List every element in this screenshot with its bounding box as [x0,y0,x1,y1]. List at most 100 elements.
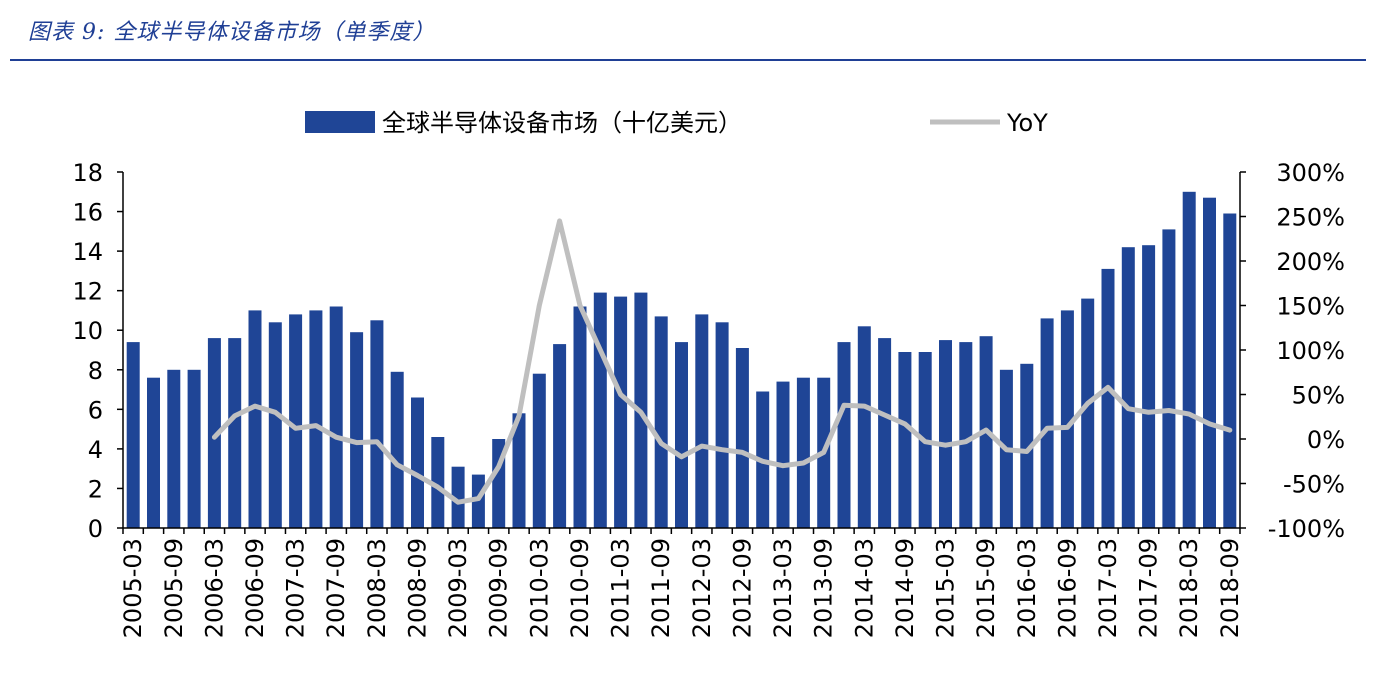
bar-2008-06 [390,371,404,528]
bar-2013-03 [776,381,790,528]
x-tick-label: 2010-09 [566,538,594,638]
bar-2006-03 [207,338,221,528]
title-divider [10,59,1366,61]
right-tick-label: 300% [1276,159,1345,187]
bar-2011-09 [654,316,668,528]
bar-2017-03 [1101,268,1115,528]
bar-2010-03 [532,373,546,528]
x-tick-label: 2007-09 [322,538,350,638]
right-tick-label: 0% [1307,426,1345,454]
bar-2010-06 [553,344,567,528]
right-tick-label: 150% [1276,293,1345,321]
bar-2016-06 [1040,318,1054,528]
x-tick-label: 2017-09 [1135,538,1163,638]
legend-label-line: YoY [1006,109,1048,137]
bar-2006-06 [228,338,242,528]
bar-2007-09 [329,306,343,528]
x-tick-label: 2016-09 [1053,538,1081,638]
bar-2009-12 [512,413,526,528]
left-tick-label: 16 [72,199,103,227]
x-tick-label: 2014-03 [850,538,878,638]
legend: 全球半导体设备市场（十亿美元） YoY [305,109,1048,137]
x-tick-label: 2006-09 [241,538,269,638]
bar-series [126,191,1237,529]
left-tick-label: 14 [72,238,103,266]
x-tick-label: 2009-03 [444,538,472,638]
bar-2012-06 [715,322,729,528]
x-tick-label: 2018-03 [1175,538,1203,638]
right-tick-label: 100% [1276,337,1345,365]
x-tick-label: 2010-03 [525,538,553,638]
bar-2014-09 [898,352,912,528]
bar-2016-09 [1060,310,1074,528]
bar-2010-12 [593,292,607,528]
x-tick-label: 2015-09 [972,538,1000,638]
x-tick-label: 2007-03 [282,538,310,638]
bar-2011-12 [675,342,688,528]
bar-2017-06 [1121,247,1135,528]
bar-2008-09 [411,397,424,528]
bar-2007-03 [289,314,303,528]
bar-2014-06 [878,338,892,528]
right-tick-label: 200% [1276,248,1345,276]
x-tick-label: 2015-03 [932,538,960,638]
x-tick-label: 2013-03 [769,538,797,638]
bar-2017-12 [1162,229,1176,528]
bar-2009-06 [471,474,485,528]
x-tick-label: 2008-09 [404,538,432,638]
legend-label-bar: 全球半导体设备市场（十亿美元） [382,109,742,137]
bar-2006-09 [248,310,262,528]
yoy-line [211,218,1233,505]
left-tick-label: 2 [88,475,103,503]
yoy-series [211,218,1233,505]
right-tick-label: 250% [1276,204,1345,232]
x-tick-label: 2014-09 [891,538,919,638]
right-tick-label: 50% [1292,382,1345,410]
bar-2013-12 [837,342,851,528]
bar-2017-09 [1142,245,1156,528]
bar-2006-12 [268,322,282,528]
bar-2005-03 [126,342,140,528]
x-tick-label: 2012-03 [688,538,716,638]
right-tick-label: -50% [1283,471,1345,499]
bar-2005-12 [187,369,201,528]
left-tick-label: 4 [88,436,103,464]
x-tick-label: 2006-03 [200,538,228,638]
bar-2018-06 [1203,197,1216,528]
bar-2015-06 [959,342,973,528]
left-tick-label: 8 [88,357,103,385]
x-tick-label: 2016-03 [1013,538,1041,638]
x-tick-label: 2012-09 [728,538,756,638]
bar-2007-12 [350,332,364,528]
x-tick-label: 2008-03 [363,538,391,638]
bar-2007-06 [309,310,323,528]
x-tick-label: 2011-03 [607,538,635,638]
bar-2016-03 [1020,363,1034,528]
x-tick-label: 2005-09 [160,538,188,638]
bar-2013-06 [796,377,810,528]
bar-2011-03 [614,296,628,528]
x-tick-label: 2011-09 [647,538,675,638]
bar-2014-03 [857,326,871,528]
bar-2015-03 [939,340,952,528]
x-tick-label: 2013-09 [810,538,838,638]
x-tick-label: 2005-03 [119,538,147,638]
x-tick-label: 2017-03 [1094,538,1122,638]
x-tick-label: 2009-09 [485,538,513,638]
left-tick-label: 0 [88,515,103,543]
left-tick-label: 18 [72,159,103,187]
bar-2009-03 [451,466,465,528]
right-tick-label: -100% [1268,515,1345,543]
bar-2018-03 [1182,191,1196,529]
bar-2005-06 [147,377,160,528]
bar-2016-12 [1081,298,1095,528]
left-tick-label: 12 [72,278,103,306]
bar-2012-03 [695,314,709,528]
left-tick-label: 10 [72,317,103,345]
x-tick-label: 2018-09 [1216,538,1244,638]
legend-swatch-bar [305,111,375,133]
bar-2008-12 [431,437,445,528]
axes: 0 2 4 6 8 10 12 14 16 18 -100% -50% 0% 50% 100% 150% 200… [72,159,1345,638]
bar-2012-09 [735,348,749,528]
